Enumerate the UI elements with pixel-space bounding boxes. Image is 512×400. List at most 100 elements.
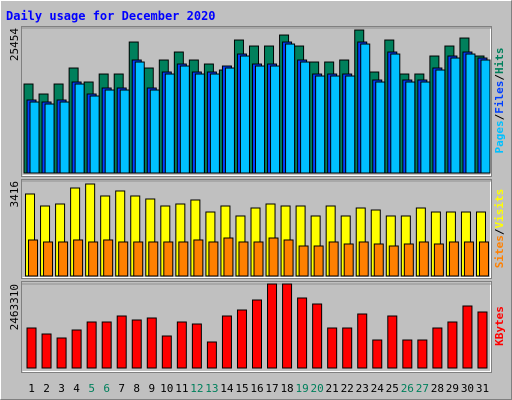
- x-tick-label: 22: [341, 382, 354, 395]
- x-tick-label: 24: [371, 382, 385, 395]
- bar: [360, 43, 371, 174]
- bar: [402, 339, 413, 369]
- x-tick-label: 2: [43, 382, 50, 395]
- bar: [134, 61, 145, 174]
- bar: [255, 65, 265, 174]
- bar: [462, 305, 473, 369]
- bar: [208, 241, 219, 277]
- legend-entry: Files: [493, 81, 506, 114]
- bar: [478, 241, 489, 277]
- bar: [88, 241, 99, 277]
- x-tick-label: 26: [401, 382, 414, 395]
- bar: [253, 241, 264, 277]
- bar: [313, 245, 324, 277]
- bar: [209, 73, 220, 174]
- x-tick-label: 10: [160, 382, 173, 395]
- x-tick-label: 13: [205, 382, 218, 395]
- x-tick-label: 1: [28, 382, 35, 395]
- bar: [221, 315, 232, 369]
- bar: [417, 339, 428, 369]
- x-tick-label: 18: [280, 382, 293, 395]
- x-tick-label: 8: [133, 382, 140, 395]
- bar: [59, 101, 70, 174]
- bar: [176, 321, 187, 369]
- bar: [224, 67, 235, 174]
- x-tick-label: 19: [295, 382, 308, 395]
- bar: [387, 315, 398, 369]
- bar: [28, 239, 39, 277]
- x-tick-label: 6: [103, 382, 110, 395]
- bar: [345, 75, 356, 174]
- x-tick-label: 11: [175, 382, 188, 395]
- legend-separator: /: [493, 74, 506, 81]
- bar: [372, 339, 383, 369]
- bar: [41, 333, 52, 369]
- bar: [480, 59, 491, 174]
- bar: [342, 327, 353, 369]
- bar: [104, 89, 115, 174]
- bar: [43, 241, 54, 277]
- bar: [315, 75, 326, 174]
- x-tick-label: 3: [58, 382, 65, 395]
- bar: [448, 241, 459, 277]
- legend-entry: Pages: [493, 120, 506, 153]
- bar: [193, 239, 204, 277]
- bar: [270, 65, 281, 174]
- panel-bevel: [22, 180, 491, 278]
- bar: [373, 243, 384, 277]
- bar: [312, 303, 323, 369]
- chart-title: Daily usage for December 2020: [6, 9, 216, 23]
- bar: [328, 241, 339, 277]
- x-tick-label: 21: [326, 382, 339, 395]
- bar: [300, 61, 311, 174]
- bar: [390, 53, 401, 174]
- bar: [239, 55, 250, 174]
- bar: [465, 53, 476, 174]
- bar: [164, 73, 175, 174]
- bar: [283, 239, 294, 277]
- x-tick-label: 23: [356, 382, 369, 395]
- bar: [71, 329, 82, 369]
- bar: [101, 321, 112, 369]
- bar: [86, 321, 97, 369]
- x-tick-label: 16: [250, 382, 263, 395]
- legend-entry: Visits: [493, 189, 506, 229]
- bar: [297, 297, 308, 369]
- y-tick-label: 3416: [8, 181, 21, 208]
- bar: [56, 337, 67, 369]
- x-tick-label: 4: [73, 382, 80, 395]
- bar: [405, 81, 416, 174]
- x-tick-label: 9: [148, 382, 155, 395]
- bar: [236, 309, 247, 369]
- x-tick-label: 14: [220, 382, 234, 395]
- legend-separator: /: [493, 228, 506, 235]
- x-tick-label: 28: [431, 382, 444, 395]
- bar: [388, 245, 399, 277]
- bar: [89, 95, 100, 174]
- x-tick-label: 30: [461, 382, 474, 395]
- bar: [179, 65, 190, 174]
- bar: [268, 237, 279, 277]
- panel-bevel: [22, 282, 491, 372]
- bar: [29, 101, 40, 174]
- legend: KBytes: [493, 306, 506, 346]
- x-tick-label: 15: [235, 382, 248, 395]
- bar: [44, 103, 55, 174]
- bar: [375, 81, 386, 174]
- bar: [206, 341, 217, 369]
- bar: [358, 241, 369, 277]
- legend: Sites/Visits: [493, 189, 506, 269]
- bar: [432, 327, 443, 369]
- bar: [450, 57, 461, 174]
- bar: [357, 313, 368, 369]
- legend-entry: Sites: [493, 235, 506, 268]
- bar: [267, 283, 278, 369]
- bar: [119, 89, 130, 174]
- x-tick-label: 27: [416, 382, 429, 395]
- bar: [178, 241, 189, 277]
- bar: [238, 241, 249, 277]
- legend-separator: /: [493, 113, 506, 120]
- bar: [285, 43, 296, 174]
- bar: [330, 75, 341, 174]
